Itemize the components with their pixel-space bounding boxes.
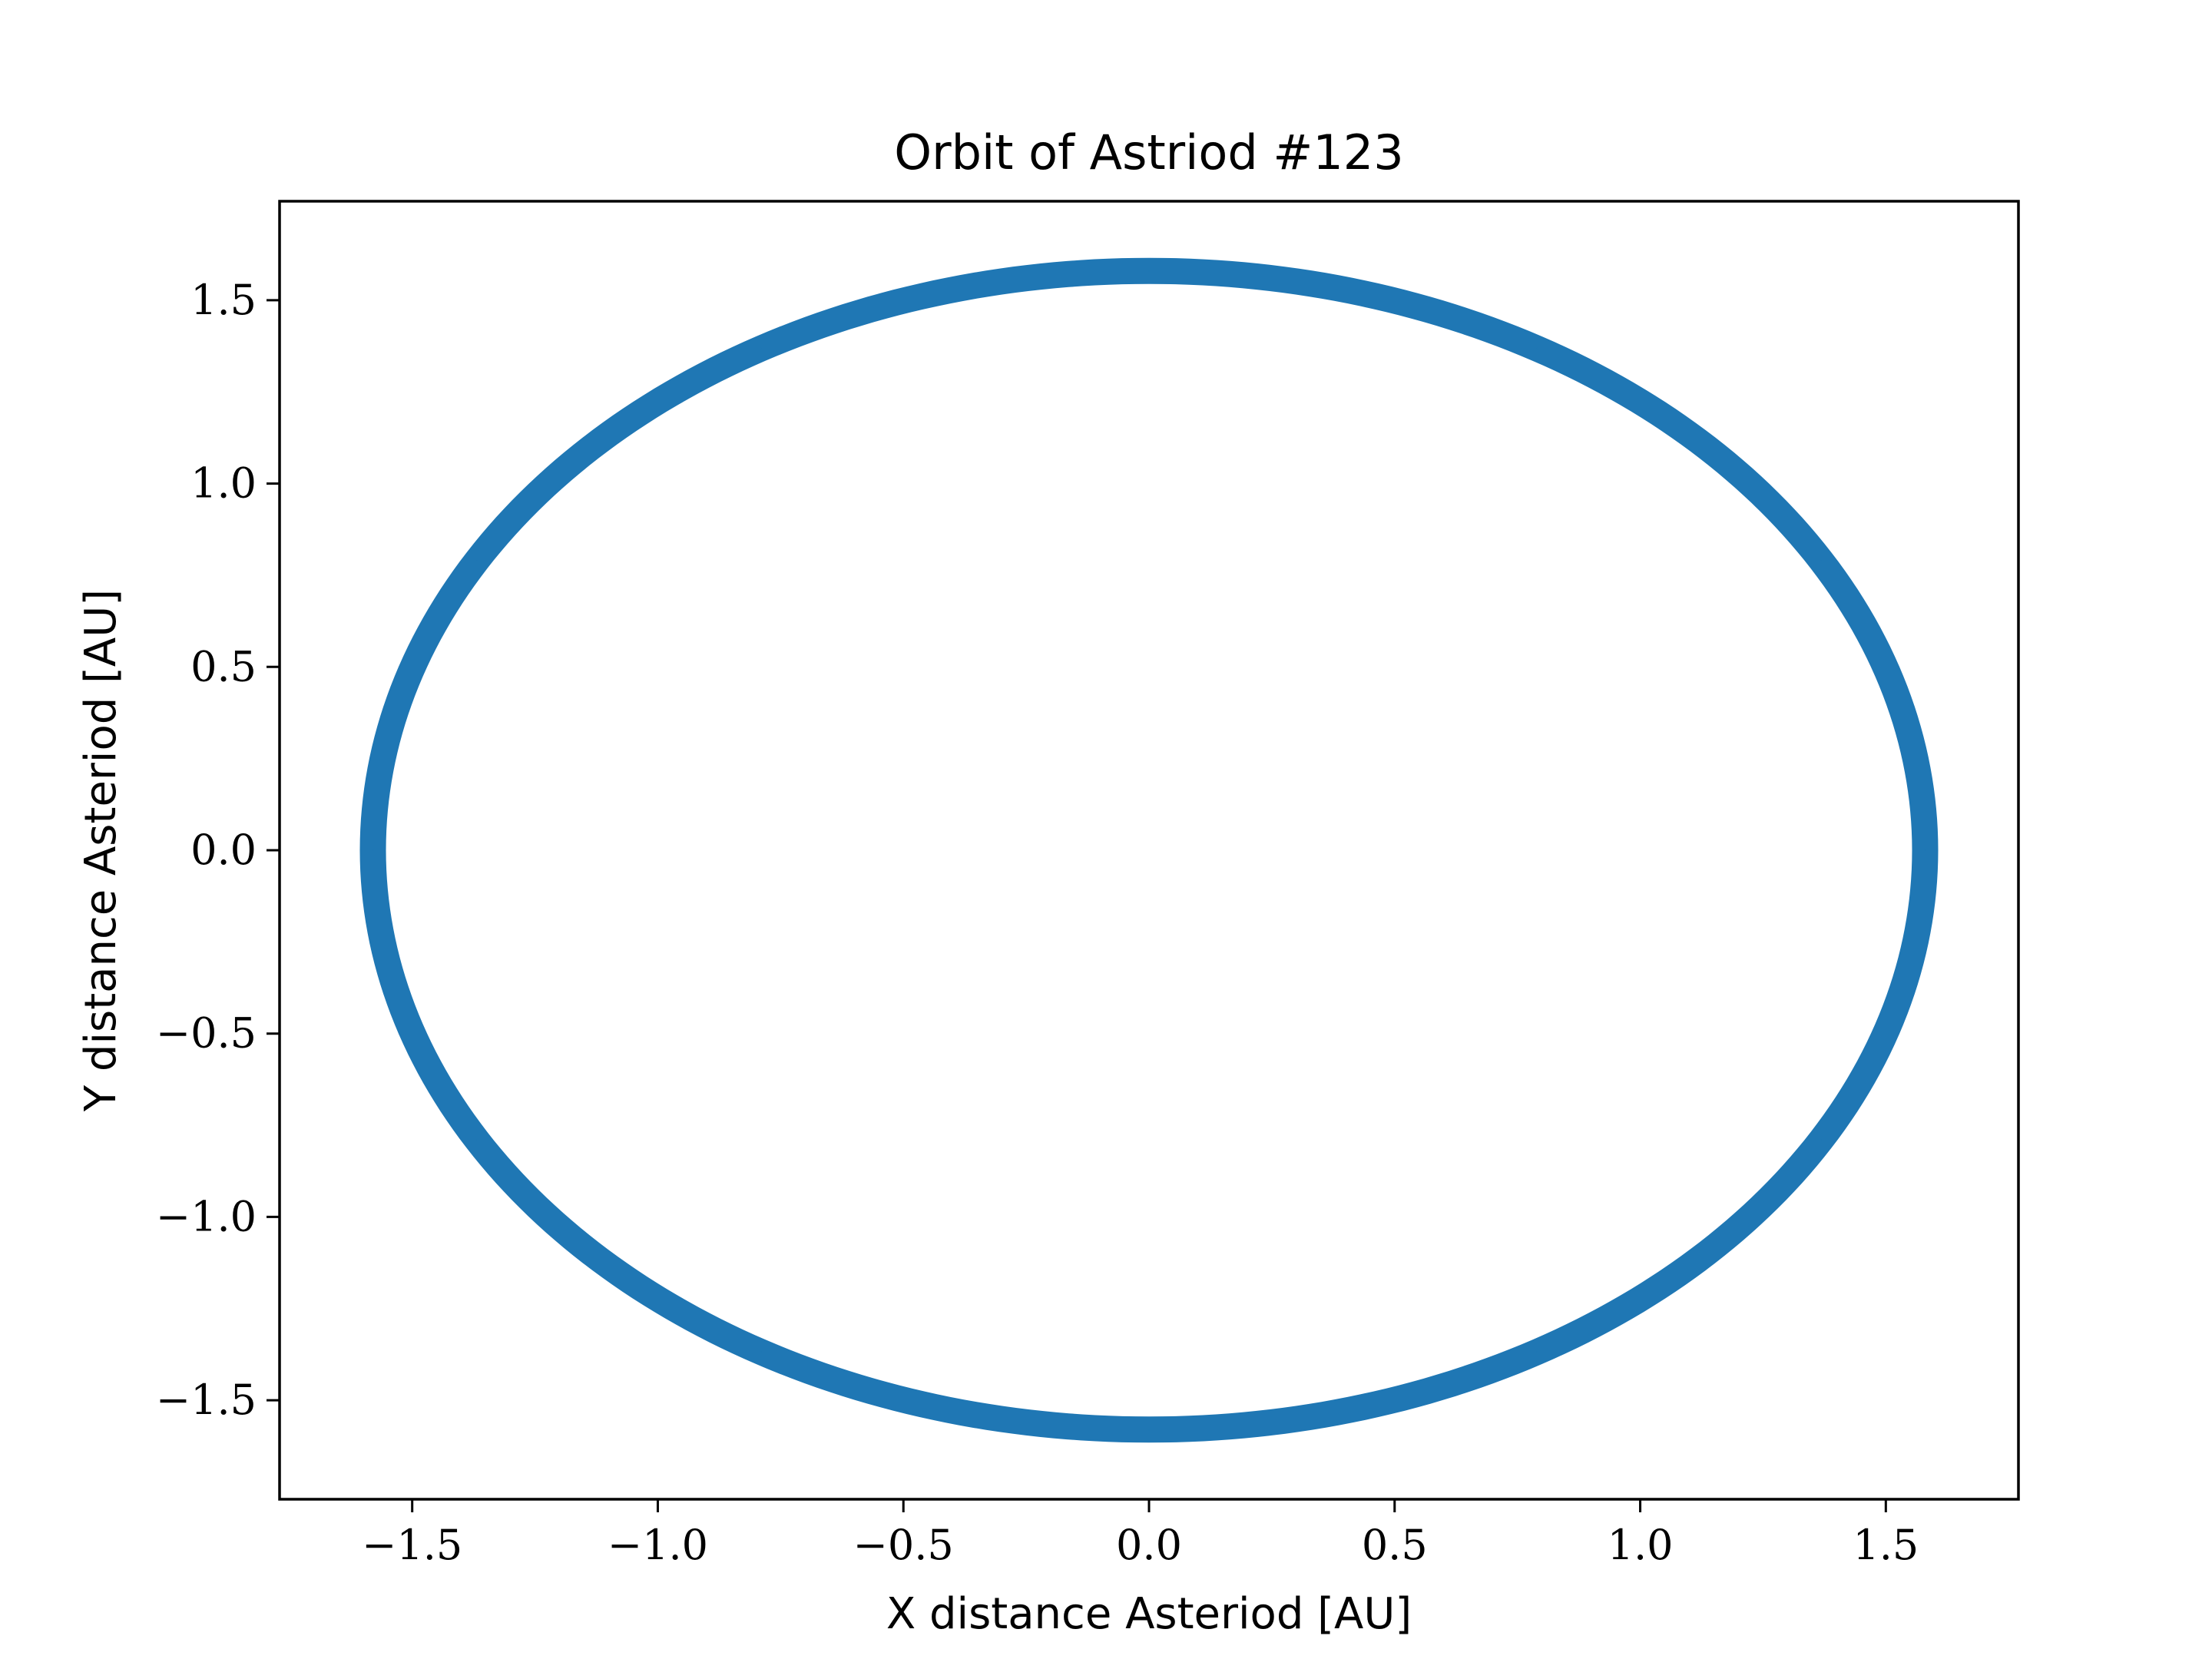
orbit-point xyxy=(1820,559,1822,561)
orbit-point xyxy=(1536,347,1538,349)
orbit-point xyxy=(1924,849,1926,851)
x-tick-label: 1.5 xyxy=(1853,1521,1919,1569)
x-tick-label: 1.0 xyxy=(1608,1521,1674,1569)
orbit-point xyxy=(476,559,478,561)
orbit-point xyxy=(1820,1139,1822,1141)
orbit-point xyxy=(476,1139,478,1141)
y-tick-label: −0.5 xyxy=(156,1009,257,1058)
orbit-point xyxy=(372,849,374,851)
plot-area xyxy=(359,257,1939,1443)
orbit-point xyxy=(1536,1351,1538,1353)
y-tick-label: 0.5 xyxy=(190,642,257,690)
x-tick-label: 0.5 xyxy=(1362,1521,1428,1569)
y-tick-label: −1.5 xyxy=(156,1376,257,1424)
y-axis-ticks: −1.5 −1.0 −0.5 0.0 0.5 1.0 1.5 xyxy=(156,276,280,1424)
x-tick-label: −0.5 xyxy=(853,1521,954,1569)
orbit-point xyxy=(760,347,762,349)
plot-frame xyxy=(278,200,2020,1501)
x-axis-ticks: −1.5 −1.0 −0.5 0.0 0.5 1.0 1.5 xyxy=(362,1499,1919,1569)
orbit-point xyxy=(760,1351,762,1353)
y-axis-label: Y distance Asteriod [AU] xyxy=(76,589,126,1112)
y-tick-label: 0.0 xyxy=(190,826,257,874)
x-tick-label: 0.0 xyxy=(1116,1521,1182,1569)
x-tick-label: −1.0 xyxy=(608,1521,708,1569)
x-axis-label: X distance Asteriod [AU] xyxy=(886,1589,1412,1639)
orbit-point xyxy=(1148,1429,1150,1431)
y-tick-label: 1.5 xyxy=(190,276,257,324)
orbit-point xyxy=(1148,270,1150,272)
chart-title: Orbit of Astriod #123 xyxy=(894,124,1403,180)
y-tick-label: −1.0 xyxy=(156,1192,257,1240)
y-tick-label: 1.0 xyxy=(190,459,257,508)
x-tick-label: −1.5 xyxy=(362,1521,462,1569)
